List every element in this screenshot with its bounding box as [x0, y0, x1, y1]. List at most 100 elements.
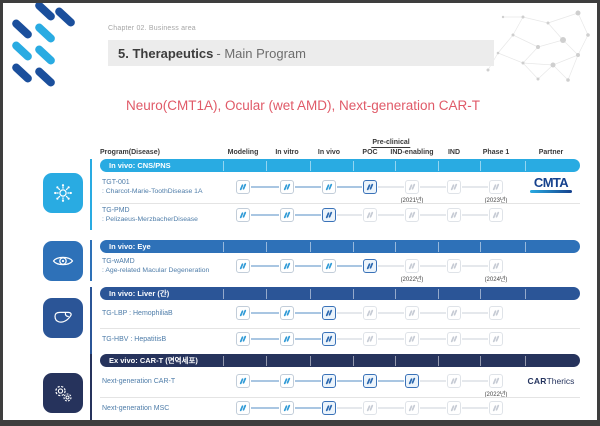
stage-logo-icon [408, 183, 416, 191]
stage-logo-icon [408, 377, 416, 385]
stage-connector [295, 186, 321, 188]
stage-connector [251, 214, 279, 216]
stage-connector [251, 338, 279, 340]
liver-icon [43, 298, 83, 338]
stage-connector [251, 186, 279, 188]
section-column-tick [223, 160, 224, 171]
stage-connector [295, 380, 321, 382]
stage-box-in-vitro [280, 259, 294, 273]
section-label: Ex vivo: CAR-T (면역세포) [109, 356, 198, 365]
stage-box-ind [447, 374, 461, 388]
cmta-logo-bar [530, 190, 572, 193]
program-label-next-generation-car-t: Next-generation CAR-T [102, 377, 175, 386]
stage-logo-icon [450, 335, 458, 343]
section-column-tick [480, 241, 481, 252]
stage-logo-icon [283, 262, 291, 270]
stage-box-ind-enabling [405, 208, 419, 222]
stage-box-poc [363, 306, 377, 320]
stage-box-in-vitro [280, 306, 294, 320]
stage-connector [251, 312, 279, 314]
section-column-tick [525, 355, 526, 366]
stage-logo-icon [408, 335, 416, 343]
section-column-tick [223, 241, 224, 252]
stage-connector [420, 407, 446, 409]
stage-connector [295, 265, 321, 267]
stage-box-ind [447, 401, 461, 415]
cells-icon [43, 373, 83, 413]
column-header-poc: POC [362, 149, 378, 156]
column-header-ind: IND [447, 149, 461, 156]
stage-box-ind-enabling [405, 401, 419, 415]
stage-connector [378, 312, 404, 314]
stage-logo-icon [408, 211, 416, 219]
stage-year-label: (2022년) [484, 392, 508, 398]
stage-box-modeling [236, 332, 250, 346]
stage-connector [420, 186, 446, 188]
section-column-tick [266, 160, 267, 171]
stage-box-ind [447, 306, 461, 320]
cartherics-logo-bold: CAR [527, 376, 547, 386]
section-column-tick [480, 160, 481, 171]
stage-box-phase-1 [489, 306, 503, 320]
section-column-tick [266, 355, 267, 366]
section-column-tick [223, 355, 224, 366]
section-header-in-vivo-liver: In vivo: Liver (간) [100, 287, 580, 300]
column-header-program: Program(Disease) [100, 149, 160, 156]
stage-connector [337, 265, 362, 267]
stage-logo-icon [492, 262, 500, 270]
stage-box-ind [447, 180, 461, 194]
section-column-tick [525, 160, 526, 171]
stage-logo-icon [325, 183, 333, 191]
stage-logo-icon [283, 211, 291, 219]
title-band: 5. Therapeutics - Main Program [108, 40, 494, 66]
column-header-in-vitro: In vitro [275, 149, 299, 156]
stage-logo-icon [283, 309, 291, 317]
stage-logo-icon [492, 309, 500, 317]
stage-connector [378, 214, 404, 216]
column-header-in-vivo: In vivo [317, 149, 341, 156]
stage-connector [378, 380, 404, 382]
stage-logo-icon [239, 183, 247, 191]
stage-box-phase-1 [489, 259, 503, 273]
stage-connector [420, 214, 446, 216]
stage-connector [462, 407, 488, 409]
program-name: Next-generation MSC [102, 405, 170, 412]
stage-connector [378, 407, 404, 409]
stage-connector [462, 312, 488, 314]
stage-year-label: (2024년) [484, 277, 508, 283]
cmta-partner-logo: CMTA [530, 176, 572, 193]
stage-box-in-vitro [280, 180, 294, 194]
stage-box-poc [363, 180, 377, 194]
stage-year-label: (2022년) [400, 277, 424, 283]
stage-box-phase-1 [489, 401, 503, 415]
stage-box-in-vitro [280, 374, 294, 388]
cartherics-logo-rest: Therics [546, 376, 575, 386]
stage-connector [295, 214, 321, 216]
stage-logo-icon [366, 335, 374, 343]
stage-box-in-vitro [280, 208, 294, 222]
stage-box-in-vivo [322, 374, 336, 388]
stage-box-ind [447, 332, 461, 346]
row-divider [100, 396, 580, 398]
section-column-tick [310, 288, 311, 299]
section-label: In vivo: Liver (간) [109, 289, 170, 298]
stage-logo-icon [325, 309, 333, 317]
stage-box-modeling [236, 208, 250, 222]
program-name: TG-wAMD [102, 258, 135, 265]
section-column-tick [266, 241, 267, 252]
stage-connector [295, 312, 321, 314]
stage-connector [295, 338, 321, 340]
stage-box-modeling [236, 180, 250, 194]
stage-box-ind-enabling [405, 374, 419, 388]
program-disease: : Pelizaeus-MerzbacherDisease [102, 216, 198, 223]
section-column-tick [395, 288, 396, 299]
chapter-label: Chapter 02. Business area [108, 25, 196, 32]
stage-logo-icon [239, 309, 247, 317]
stage-box-ind [447, 208, 461, 222]
stage-logo-icon [450, 377, 458, 385]
stage-connector [462, 380, 488, 382]
program-label-tg-hbv-hepatitisb: TG-HBV : HepatitisB [102, 335, 166, 344]
stage-box-modeling [236, 401, 250, 415]
section-column-tick [480, 288, 481, 299]
stage-box-ind-enabling [405, 332, 419, 346]
